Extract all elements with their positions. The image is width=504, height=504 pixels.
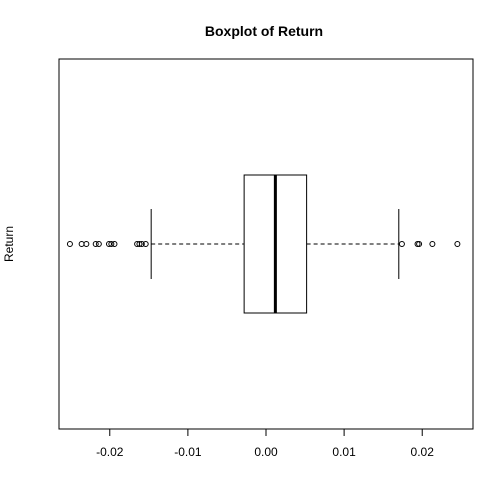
outlier-point bbox=[83, 241, 90, 247]
outlier-point bbox=[66, 241, 73, 247]
outlier-point bbox=[416, 241, 423, 247]
outlier-point bbox=[454, 241, 461, 247]
chart-title: Boxplot of Return bbox=[205, 23, 323, 39]
x-tick-label: -0.01 bbox=[174, 445, 202, 459]
plot-marks bbox=[66, 174, 461, 314]
outlier-point bbox=[398, 241, 405, 247]
x-axis: -0.02 -0.01 0.00 0.01 0.02 bbox=[96, 428, 435, 459]
x-tick-label: 0.01 bbox=[332, 445, 356, 459]
y-axis-label: Return bbox=[2, 226, 16, 262]
x-tick-label: -0.02 bbox=[96, 445, 124, 459]
outlier-point bbox=[111, 241, 118, 247]
outlier-point bbox=[92, 241, 99, 247]
plot-frame bbox=[58, 58, 474, 430]
outlier-point bbox=[108, 241, 115, 247]
outlier-point bbox=[136, 241, 143, 247]
x-tick-label: 0.00 bbox=[254, 445, 278, 459]
outlier-point bbox=[138, 241, 145, 247]
outlier-point bbox=[142, 241, 149, 247]
outlier-point bbox=[95, 241, 102, 247]
outlier-point bbox=[429, 241, 436, 247]
x-tick-label: 0.02 bbox=[411, 445, 435, 459]
